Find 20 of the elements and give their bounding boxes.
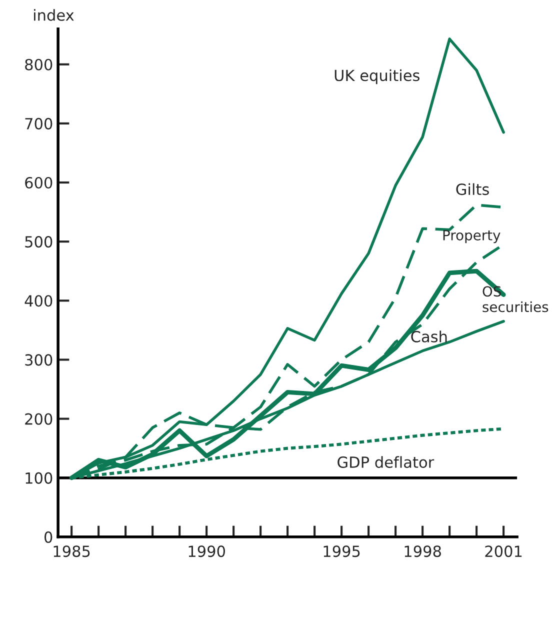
series-label: Property — [443, 230, 500, 244]
x-tick-label: 1985 — [54, 546, 90, 558]
y-tick-label: 0 — [44, 531, 52, 543]
series-label: Cash — [411, 330, 447, 342]
y-axis-title: index — [34, 9, 74, 21]
series-label: UK equities — [334, 69, 420, 84]
y-tick-label: 400 — [24, 295, 52, 307]
y-tick-label: 100 — [26, 472, 52, 484]
y-tick-label: 300 — [25, 354, 52, 366]
x-tick-label: 1990 — [188, 546, 225, 558]
x-tick-label: 1995 — [324, 546, 360, 558]
y-tick-label: 600 — [25, 176, 52, 189]
y-tick-label: 700 — [25, 118, 52, 130]
y-tick-label: 800 — [25, 58, 52, 70]
series-label: GDP deflator — [338, 456, 434, 468]
y-tick-label: 500 — [25, 236, 52, 248]
series-label: Gilts — [456, 183, 489, 196]
y-tick-label: 200 — [25, 413, 52, 425]
x-tick-label: 1998 — [404, 546, 441, 558]
x-tick-label: 2001 — [485, 546, 522, 558]
